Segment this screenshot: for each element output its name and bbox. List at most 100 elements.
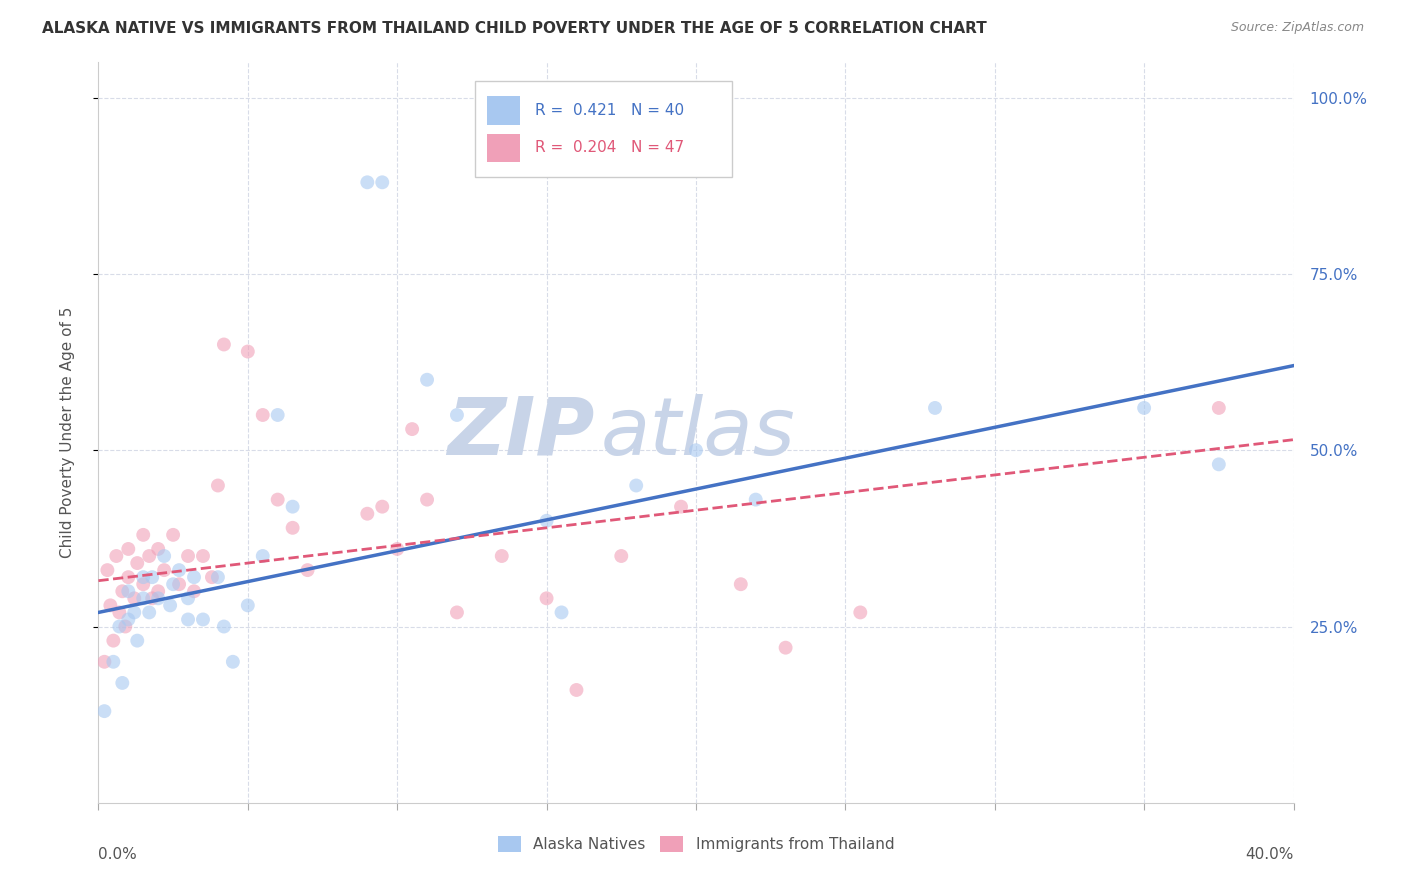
Text: atlas: atlas	[600, 393, 796, 472]
Point	[183, 570, 205, 584]
Point	[111, 584, 134, 599]
Point	[98, 599, 122, 613]
Point	[669, 500, 692, 514]
Point	[183, 584, 205, 599]
Point	[141, 570, 163, 584]
Point	[153, 563, 176, 577]
Point	[775, 640, 797, 655]
Point	[416, 492, 439, 507]
Point	[117, 584, 139, 599]
Point	[148, 541, 170, 556]
Point	[177, 612, 200, 626]
Point	[207, 570, 229, 584]
Text: ZIP: ZIP	[447, 393, 595, 472]
Point	[162, 577, 184, 591]
Point	[536, 514, 558, 528]
Point	[281, 521, 304, 535]
Text: 0.0%: 0.0%	[98, 847, 138, 863]
Point	[148, 591, 170, 606]
Point	[177, 591, 200, 606]
Point	[371, 175, 394, 189]
Point	[281, 500, 304, 514]
Text: ALASKA NATIVE VS IMMIGRANTS FROM THAILAND CHILD POVERTY UNDER THE AGE OF 5 CORRE: ALASKA NATIVE VS IMMIGRANTS FROM THAILAN…	[42, 21, 987, 36]
Point	[252, 408, 274, 422]
Point	[117, 541, 139, 556]
Point	[610, 549, 633, 563]
Point	[103, 633, 125, 648]
Point	[191, 549, 214, 563]
Point	[730, 577, 752, 591]
Point	[105, 549, 128, 563]
Point	[849, 606, 872, 620]
Point	[745, 492, 768, 507]
Point	[491, 549, 513, 563]
Point	[148, 584, 170, 599]
Point	[153, 549, 176, 563]
Point	[96, 563, 118, 577]
Point	[222, 655, 245, 669]
Point	[167, 563, 190, 577]
Point	[132, 577, 155, 591]
Point	[162, 528, 184, 542]
Point	[93, 655, 115, 669]
Point	[565, 683, 588, 698]
Point	[371, 500, 394, 514]
Point	[127, 556, 149, 570]
Text: 40.0%: 40.0%	[1246, 847, 1294, 863]
Point	[124, 606, 146, 620]
Point	[141, 591, 163, 606]
Point	[1133, 401, 1156, 415]
Point	[212, 619, 235, 633]
Point	[236, 599, 259, 613]
Point	[132, 591, 155, 606]
Point	[924, 401, 946, 415]
Point	[356, 175, 378, 189]
Point	[177, 549, 200, 563]
Point	[138, 606, 160, 620]
Point	[108, 619, 131, 633]
Point	[267, 408, 290, 422]
Point	[132, 528, 155, 542]
Y-axis label: Child Poverty Under the Age of 5: Child Poverty Under the Age of 5	[60, 307, 75, 558]
Point	[201, 570, 224, 584]
Point	[159, 599, 181, 613]
Point	[212, 337, 235, 351]
Point	[207, 478, 229, 492]
Text: Source: ZipAtlas.com: Source: ZipAtlas.com	[1230, 21, 1364, 34]
Point	[108, 606, 131, 620]
Point	[1208, 458, 1230, 472]
Point	[446, 408, 468, 422]
Point	[103, 655, 125, 669]
Point	[385, 541, 409, 556]
Point	[297, 563, 319, 577]
Text: R =  0.204   N = 47: R = 0.204 N = 47	[534, 140, 683, 155]
Point	[356, 507, 378, 521]
Point	[191, 612, 214, 626]
Point	[138, 549, 160, 563]
Point	[267, 492, 290, 507]
Point	[93, 704, 115, 718]
Point	[236, 344, 259, 359]
Point	[132, 570, 155, 584]
Point	[550, 606, 572, 620]
Point	[536, 591, 558, 606]
FancyBboxPatch shape	[486, 96, 520, 125]
Point	[127, 633, 149, 648]
Point	[117, 570, 139, 584]
Text: R =  0.421   N = 40: R = 0.421 N = 40	[534, 103, 683, 118]
Point	[111, 676, 134, 690]
Point	[124, 591, 146, 606]
Point	[167, 577, 190, 591]
FancyBboxPatch shape	[486, 134, 520, 161]
Point	[117, 612, 139, 626]
Point	[446, 606, 468, 620]
Point	[416, 373, 439, 387]
Point	[626, 478, 648, 492]
Point	[1208, 401, 1230, 415]
Point	[401, 422, 423, 436]
Point	[114, 619, 136, 633]
Point	[685, 443, 707, 458]
FancyBboxPatch shape	[475, 81, 733, 178]
Legend: Alaska Natives, Immigrants from Thailand: Alaska Natives, Immigrants from Thailand	[492, 830, 900, 858]
Point	[252, 549, 274, 563]
